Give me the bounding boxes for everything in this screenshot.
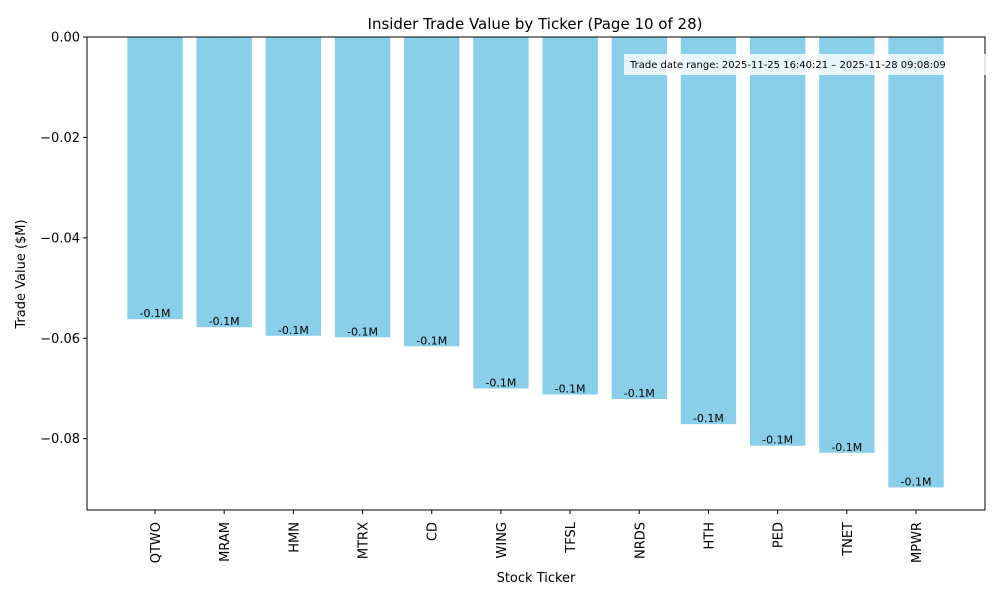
data-label: -0.1M <box>278 324 309 337</box>
y-tick-label: −0.04 <box>40 231 80 246</box>
bar-mtrx <box>334 37 391 338</box>
bars-group: -0.1M -0.1M -0.1M -0.1M -0.1M -0.1M -0.1M -0.1M… <box>127 37 944 488</box>
data-label: -0.1M <box>416 334 447 347</box>
data-label: -0.1M <box>624 387 655 400</box>
chart-title: Insider Trade Value by Ticker (Page 10 o… <box>368 15 703 33</box>
x-tick-label: WING <box>495 522 510 559</box>
bar-wing <box>473 37 529 389</box>
y-tick-label: 0.00 <box>51 31 80 46</box>
data-label: -0.1M <box>831 441 862 454</box>
x-tick-label: TFSL <box>564 521 579 553</box>
x-tick-label: MPWR <box>910 522 925 563</box>
x-tick-label: MRAM <box>218 522 233 562</box>
x-tick-label: NRDS <box>633 522 648 559</box>
bar-cd <box>404 37 460 347</box>
bar-hth <box>680 37 737 425</box>
x-tick-label: CD <box>426 522 441 541</box>
plot-frame <box>86 36 986 511</box>
annotation-box <box>624 54 986 75</box>
data-label: -0.1M <box>901 475 932 488</box>
y-axis: 0.00 −0.02 −0.04 −0.06 −0.08 <box>40 31 87 447</box>
data-label: -0.1M <box>555 383 586 396</box>
y-tick-label: −0.06 <box>40 332 80 347</box>
bar-hmn <box>265 37 322 336</box>
data-label: -0.1M <box>485 376 516 389</box>
x-axis-label: Stock Ticker <box>497 571 576 586</box>
y-axis-label: Trade Value ($M) <box>14 219 29 329</box>
bar-nrds <box>611 37 667 400</box>
x-tick-label: HTH <box>702 522 717 550</box>
date-range-annotation: Trade date range: 2025-11-25 16:40:21 – … <box>624 54 986 75</box>
x-tick-label: MTRX <box>357 522 372 559</box>
bar-ped <box>749 37 806 446</box>
x-tick-label: TNET <box>841 522 856 557</box>
data-label: -0.1M <box>140 307 171 320</box>
data-label: -0.1M <box>693 412 724 425</box>
bar-mram <box>196 37 252 328</box>
data-label: -0.1M <box>762 434 793 447</box>
y-tick-label: −0.08 <box>40 432 80 447</box>
x-tick-label: HMN <box>287 522 302 553</box>
bar-tnet <box>819 37 875 453</box>
data-label: -0.1M <box>347 325 378 338</box>
y-tick-label: −0.02 <box>40 131 80 146</box>
bar-tfsl <box>542 37 598 395</box>
data-label: -0.1M <box>209 315 240 328</box>
annotation-text: Trade date range: 2025-11-25 16:40:21 – … <box>629 60 946 71</box>
x-axis: QTWO MRAM HMN MTRX CD WING TFSL NRDS HTH PED TNET M… <box>149 510 925 563</box>
x-tick-label: PED <box>772 522 787 548</box>
bar-qtwo <box>127 37 183 320</box>
bar-mpwr <box>888 37 944 488</box>
x-tick-label: QTWO <box>149 522 164 563</box>
